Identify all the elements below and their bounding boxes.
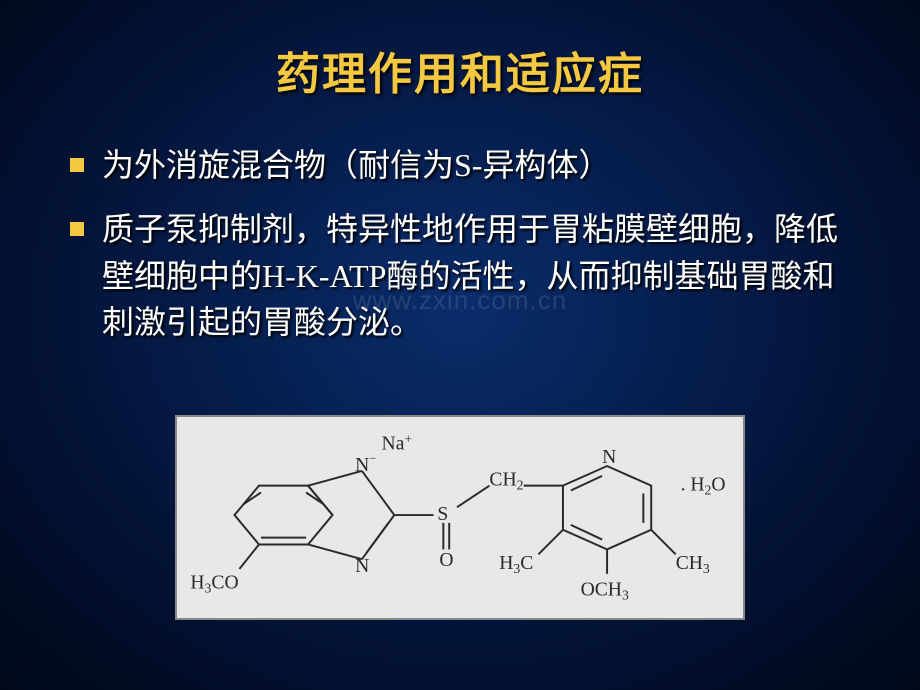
svg-text:CH2: CH2 — [489, 470, 523, 493]
bullet-item: 为外消旋混合物（耐信为S-异构体） — [70, 142, 850, 188]
svg-text:CH3: CH3 — [676, 553, 710, 576]
svg-text:S: S — [437, 504, 448, 525]
bullet-text: 为外消旋混合物（耐信为S-异构体） — [102, 142, 850, 188]
svg-text:Na+: Na+ — [382, 431, 413, 454]
svg-text:H3CO: H3CO — [190, 573, 238, 596]
bullet-text: 质子泵抑制剂，特异性地作用于胃粘膜壁细胞，降低壁细胞中的H-K-ATP酶的活性，… — [102, 206, 850, 345]
bullet-marker-icon — [70, 158, 84, 172]
svg-text:OCH3: OCH3 — [581, 579, 629, 602]
svg-text:O: O — [439, 550, 453, 571]
svg-text:N⁻: N⁻ — [355, 453, 376, 476]
svg-text:N: N — [355, 556, 369, 577]
svg-text:N: N — [602, 447, 616, 468]
svg-text:. H2O: . H2O — [681, 475, 726, 498]
chemical-structure-image: Na+ N⁻ N S O CH2 N H3C CH3 OCH3 H3CO . H… — [175, 415, 745, 620]
svg-text:H3C: H3C — [499, 553, 533, 576]
bullet-item: 质子泵抑制剂，特异性地作用于胃粘膜壁细胞，降低壁细胞中的H-K-ATP酶的活性，… — [70, 206, 850, 345]
watermark-text: www.zxin.com.cn — [353, 285, 567, 316]
bullet-marker-icon — [70, 222, 84, 236]
slide-title: 药理作用和适应症 — [0, 0, 920, 102]
